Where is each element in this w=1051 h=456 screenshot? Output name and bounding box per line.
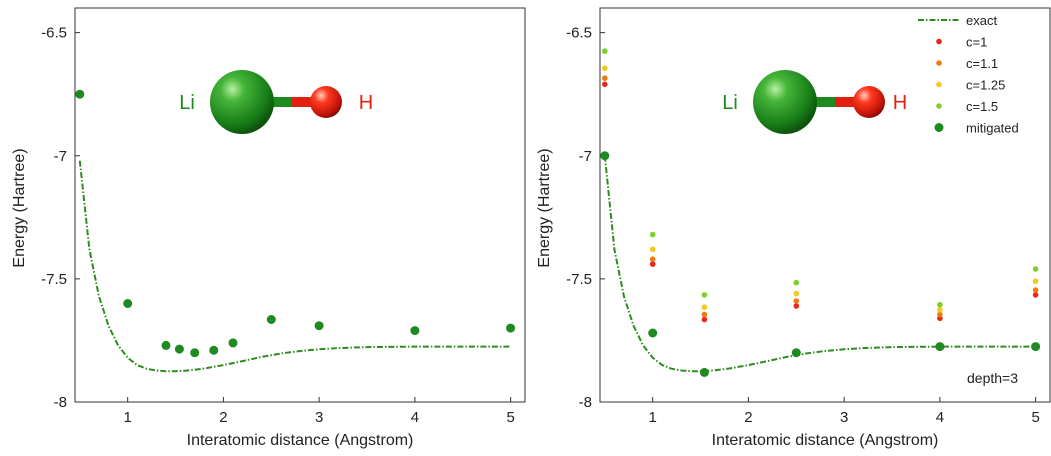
legend-swatch [936,38,942,45]
legend-label: c=1.5 [966,99,998,114]
y-tick-label: -6.5 [566,25,592,42]
data-point [123,299,133,308]
data-point [701,316,708,323]
legend-swatch [934,123,944,132]
molecule-left: Li H [179,70,373,134]
data-point [793,290,800,297]
data-point [75,89,85,99]
data-point [793,298,800,304]
data-point [937,306,943,313]
data-point [701,311,708,318]
li-atom-right [753,70,817,134]
data-point [602,81,608,88]
y-tick-label: -7 [579,148,592,165]
legend-label: c=1 [966,35,987,50]
h-label-left: H [359,92,373,114]
legend: exact c=1 c=1.1 c=1.25 c=1.5 mitigated [918,13,1019,136]
y-axis-title-left: Energy (Hartree) [11,148,28,267]
li-label-right: Li [722,92,738,114]
data-point [209,345,219,355]
bond-green-right [805,97,835,107]
legend-swatch [936,60,942,66]
data-point [602,65,608,72]
data-point [1032,278,1039,285]
data-point [1031,342,1041,352]
x-tick-label: 5 [506,409,514,426]
x-tick-label: 1 [123,409,131,426]
data-point [600,151,610,161]
x-axis-title-left: Interatomic distance (Angstrom) [187,432,414,449]
y-tick-label: -7.5 [566,271,592,288]
data-point [190,348,200,358]
y-tick-label: -8 [54,394,67,411]
data-point [602,48,608,54]
y-tick-label: -7 [54,148,67,165]
data-point [1032,292,1039,298]
x-tick-label: 4 [936,409,944,426]
y-tick-label: -7.5 [41,271,67,288]
data-point [649,256,656,262]
data-point [937,301,943,308]
y-axis-title-right: Energy (Hartree) [536,148,553,267]
x-tick-label: 5 [1031,409,1039,426]
x-tick-label: 3 [840,409,848,426]
data-point [701,304,708,311]
h-atom-left [310,86,342,118]
legend-swatch [936,103,942,109]
x-tick-label: 2 [219,409,227,426]
data-point [161,340,171,350]
x-tick-label: 1 [648,409,656,426]
data-point [649,246,656,253]
bond-green-left [262,97,292,107]
legend-swatch [936,81,942,88]
li-atom-left [210,70,274,134]
li-label-left: Li [179,92,195,114]
x-tick-label: 4 [411,409,419,426]
data-point [648,328,658,338]
depth-annotation: depth=3 [967,370,1018,386]
data-point [699,367,709,377]
data-point [228,338,238,348]
x-tick-label: 2 [744,409,752,426]
x-tick-label: 3 [315,409,323,426]
panel-left: Li H 1 2 3 4 5 -6.5 -7 -7.5 -8 [41,7,526,426]
data-point [410,326,420,336]
plot-marks-left: 1 2 3 4 5 -6.5 -7 -7.5 -8 [41,25,516,426]
data-point [937,311,943,318]
plot-frame-right [599,7,1051,403]
plot-marks-right: 1 2 3 4 5 -6.5 -7 -7.5 -8 [566,25,1041,426]
y-tick-label: -8 [579,394,592,411]
h-atom-right [853,86,885,118]
data-point [314,321,324,331]
exact-curve [78,160,511,373]
legend-label: exact [966,13,997,28]
data-point [649,231,656,238]
data-point [935,342,945,352]
molecule-right: Li H [722,70,907,134]
data-point [1032,287,1039,293]
data-point [701,292,708,298]
data-point [506,323,516,333]
data-point [174,344,184,354]
y-tick-label: -6.5 [41,25,67,42]
bond-red-left [292,97,317,107]
panel-right: Li H 1 2 3 4 5 -6.5 -7 -7.5 -8 exact c=1 c=1.1 c=1.… [566,7,1051,426]
data-point [793,279,800,286]
legend-label: mitigated [966,121,1019,136]
data-point [791,348,801,358]
data-point [266,315,276,324]
data-point [602,75,608,81]
data-point [649,261,656,267]
x-axis-title-right: Interatomic distance (Angstrom) [712,432,939,449]
legend-label: c=1.1 [966,56,998,71]
data-point [793,303,800,309]
bond-red-right [835,97,860,107]
plot-frame-left [74,7,526,403]
legend-label: c=1.25 [966,78,1005,93]
h-label-right: H [893,92,907,114]
exact-curve [603,155,1036,373]
data-point [1032,266,1039,272]
